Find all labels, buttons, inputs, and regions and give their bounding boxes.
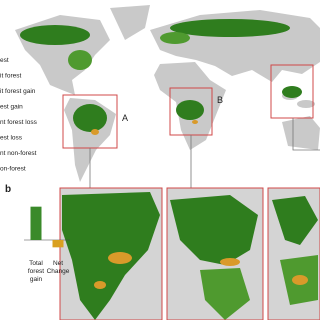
x-tick-label: forest	[28, 268, 44, 275]
panel-label: b	[5, 184, 11, 195]
inset-frame	[59, 187, 163, 320]
x-tick-label: Net	[53, 260, 63, 267]
inset-loss	[108, 252, 132, 264]
taiga	[170, 19, 290, 37]
inset-a	[59, 187, 163, 320]
inset-forest	[170, 195, 258, 265]
bar	[52, 240, 64, 248]
legend-label: est	[0, 57, 9, 64]
region-box-c	[270, 64, 314, 119]
greenland	[110, 5, 150, 40]
legend-label: est loss	[0, 135, 23, 142]
bar	[30, 206, 42, 240]
se-asia-forest	[282, 86, 302, 98]
inset-b	[166, 187, 264, 320]
forest	[68, 50, 92, 70]
forest	[160, 32, 190, 44]
legend-label: it forest	[0, 73, 22, 80]
inset-loss	[292, 275, 308, 285]
forest-loss	[91, 129, 99, 135]
congo	[176, 100, 204, 120]
boreal-forest	[20, 25, 90, 45]
legend-label: est gain	[0, 104, 23, 111]
x-tick-label: gain	[30, 276, 43, 283]
world-map	[15, 5, 320, 182]
region-label: B	[217, 95, 223, 105]
legend-label: on-forest	[0, 166, 26, 173]
inset-loss	[220, 258, 240, 266]
australia	[282, 116, 320, 150]
inset-forest	[272, 196, 318, 245]
x-tick-label: Total	[29, 260, 43, 267]
inset-frame	[166, 187, 264, 320]
island	[297, 100, 315, 108]
legend-label: it forest gain	[0, 88, 36, 95]
connector	[292, 118, 320, 151]
legend-label: nt forest loss	[0, 119, 38, 126]
x-tick-label: Change	[47, 268, 70, 275]
inset-c	[267, 187, 320, 320]
region-label: A	[122, 113, 128, 123]
forest-loss	[192, 120, 198, 124]
inset-frame	[267, 187, 320, 320]
inset-forest	[200, 268, 250, 320]
legend-label: nt non-forest	[0, 150, 37, 157]
inset-loss	[94, 281, 106, 289]
amazon	[73, 104, 107, 132]
